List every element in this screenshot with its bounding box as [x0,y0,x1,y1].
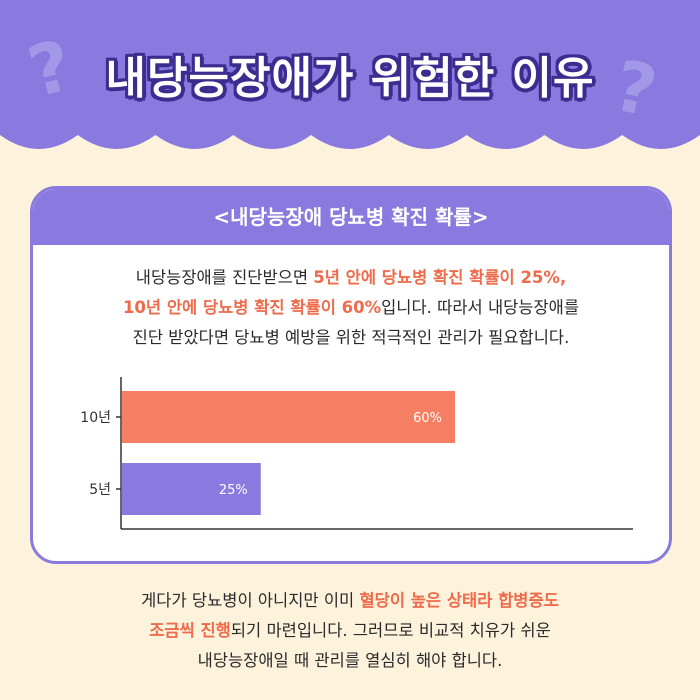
bar-1 [122,463,261,515]
card-text: 입니다. 따라서 내당능장애를 [381,298,580,317]
footer-highlight-text: 조금씩 진행 [149,621,231,640]
card-text: 내당능장애를 진단받으면 [135,268,314,287]
card-line: 진단 받았다면 당뇨병 예방을 위한 적극적인 관리가 필요합니다. [53,323,649,353]
card-line: 10년 안에 당뇨병 확진 확률이 60%입니다. 따라서 내당능장애를 [53,293,649,323]
value-label: 25% [219,483,248,498]
footer-text: 내당능장애일 때 관리를 열심히 해야 합니다. [197,651,503,670]
footer-text: 되기 마련입니다. 그러므로 비교적 치유가 쉬운 [230,621,551,640]
card-highlight-text: 10년 안에 당뇨병 확진 확률이 60% [122,298,382,317]
page-title: 내당능장애가 위험한 이유 [105,53,595,104]
footer-description: 게다가 당뇨병이 아니지만 이미 혈당이 높은 상태라 합병증도 조금씩 진행되기… [0,586,700,676]
category-label: 10년 [80,410,111,426]
card-line: 내당능장애를 진단받으면 5년 안에 당뇨병 확진 확률이 25%, [53,263,649,293]
footer-highlight-text: 혈당이 높은 상태라 합병증도 [359,591,559,610]
category-label: 5년 [89,482,111,498]
value-label: 60% [413,411,442,426]
probability-bar-chart: 10년 60% 5년 25% [80,377,633,530]
card-text: 진단 받았다면 당뇨병 예방을 위한 적극적인 관리가 필요합니다. [132,328,570,347]
footer-text: 게다가 당뇨병이 아니지만 이미 [141,591,360,610]
footer-line: 게다가 당뇨병이 아니지만 이미 혈당이 높은 상태라 합병증도 [0,586,700,616]
bar-0 [122,391,455,443]
card-title: <내당능장애 당뇨병 확진 확률> [33,189,669,245]
info-card: <내당능장애 당뇨병 확진 확률> 내당능장애를 진단받으면 5년 안에 당뇨병… [30,186,672,564]
footer-line: 내당능장애일 때 관리를 열심히 해야 합니다. [0,646,700,676]
header-background [0,0,700,149]
card-highlight-text: 5년 안에 당뇨병 확진 확률이 25%, [313,268,567,287]
footer-line: 조금씩 진행되기 마련입니다. 그러므로 비교적 치유가 쉬운 [0,616,700,646]
card-description: 내당능장애를 진단받으면 5년 안에 당뇨병 확진 확률이 25%, 10년 안에… [33,263,669,353]
